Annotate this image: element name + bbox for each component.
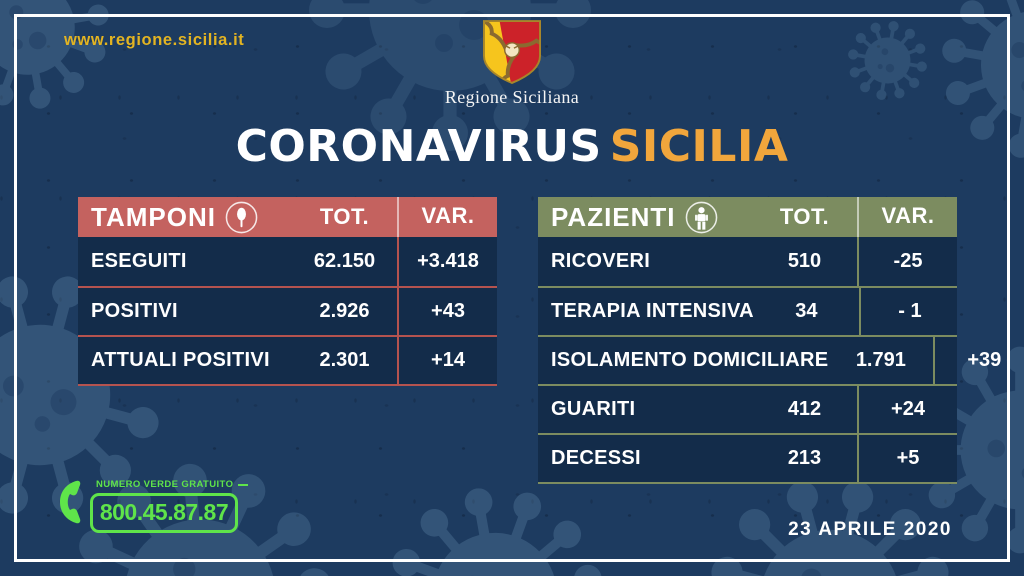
hotline-block: NUMERO VERDE GRATUITO 800.45.87.87 xyxy=(59,479,249,533)
tamponi-col-tot: TOT. xyxy=(319,204,370,229)
row-variation: +39 xyxy=(933,337,1024,384)
tamponi-table: TAMPONI TOT. VAR. ESEGUITI 62.150 +3.418… xyxy=(78,197,497,386)
tamponi-header-title: TAMPONI xyxy=(78,201,292,234)
table-row: TERAPIA INTENSIVA 34 - 1 xyxy=(538,286,957,335)
row-variation: +24 xyxy=(857,386,957,433)
page-title: CORONAVIRUS SICILIA xyxy=(0,121,1024,172)
row-label: POSITIVI xyxy=(91,300,178,322)
table-row: ESEGUITI 62.150 +3.418 xyxy=(78,237,497,286)
report-date: 23 APRILE 2020 xyxy=(788,519,952,540)
row-variation: +14 xyxy=(397,337,497,384)
row-variation: +5 xyxy=(857,435,957,482)
phone-icon xyxy=(60,480,81,524)
tamponi-table-header: TAMPONI TOT. VAR. xyxy=(78,197,497,237)
row-label: ATTUALI POSITIVI xyxy=(91,349,270,371)
row-total: 34 xyxy=(795,300,818,322)
row-label: ISOLAMENTO DOMICILIARE xyxy=(551,349,829,371)
table-row: DECESSI 213 +5 xyxy=(538,433,957,482)
pazienti-table-body: RICOVERI 510 -25 TERAPIA INTENSIVA 34 - … xyxy=(538,237,1001,484)
hotline-number[interactable]: 800.45.87.87 xyxy=(99,499,229,525)
logo-caption: Regione Siciliana xyxy=(444,87,580,107)
tamponi-col-var: VAR. xyxy=(397,197,497,237)
pazienti-header-title: PAZIENTI xyxy=(538,201,752,234)
row-label: GUARITI xyxy=(551,398,636,420)
title-coronavirus: CORONAVIRUS xyxy=(235,121,602,172)
row-total: 1.791 xyxy=(855,349,906,371)
row-total: 2.301 xyxy=(319,349,370,371)
pazienti-col-tot: TOT. xyxy=(779,204,830,229)
tamponi-table-body: ESEGUITI 62.150 +3.418 POSITIVI 2.926 +4… xyxy=(78,237,497,386)
row-total: 2.926 xyxy=(319,300,370,322)
row-total: 510 xyxy=(787,250,822,272)
table-row: ATTUALI POSITIVI 2.301 +14 xyxy=(78,335,497,384)
table-row: RICOVERI 510 -25 xyxy=(538,237,957,286)
row-label: DECESSI xyxy=(551,447,641,469)
row-label: RICOVERI xyxy=(551,250,651,272)
row-variation: - 1 xyxy=(858,288,959,335)
row-label: TERAPIA INTENSIVA xyxy=(551,300,754,322)
hotline-number-box: 800.45.87.87 xyxy=(90,493,238,533)
pazienti-table-header: PAZIENTI TOT. VAR. xyxy=(538,197,957,237)
hotline-label: NUMERO VERDE GRATUITO xyxy=(96,479,234,490)
pazienti-col-var: VAR. xyxy=(857,197,957,237)
pazienti-table: PAZIENTI TOT. VAR. RICOVERI 510 -25 xyxy=(538,197,1001,484)
table-row: GUARITI 412 +24 xyxy=(538,384,957,433)
table-row: POSITIVI 2.926 +43 xyxy=(78,286,497,335)
table-row: ISOLAMENTO DOMICILIARE 1.791 +39 xyxy=(538,335,1001,384)
row-variation: +3.418 xyxy=(397,237,497,286)
tamponi-title-label: TAMPONI xyxy=(91,201,216,232)
region-logo: Regione Siciliana xyxy=(0,20,1024,108)
sicily-coat-of-arms-icon xyxy=(483,20,541,84)
row-total: 412 xyxy=(787,398,822,420)
person-icon xyxy=(685,201,717,233)
row-label: ESEGUITI xyxy=(91,250,187,272)
pazienti-title-label: PAZIENTI xyxy=(551,201,676,232)
row-total: 213 xyxy=(787,447,822,469)
row-variation: +43 xyxy=(397,288,497,335)
row-total: 62.150 xyxy=(313,250,376,272)
title-sicilia: SICILIA xyxy=(609,121,789,172)
hotline-divider xyxy=(238,483,249,486)
swab-icon xyxy=(225,201,258,233)
row-variation: -25 xyxy=(857,237,957,286)
